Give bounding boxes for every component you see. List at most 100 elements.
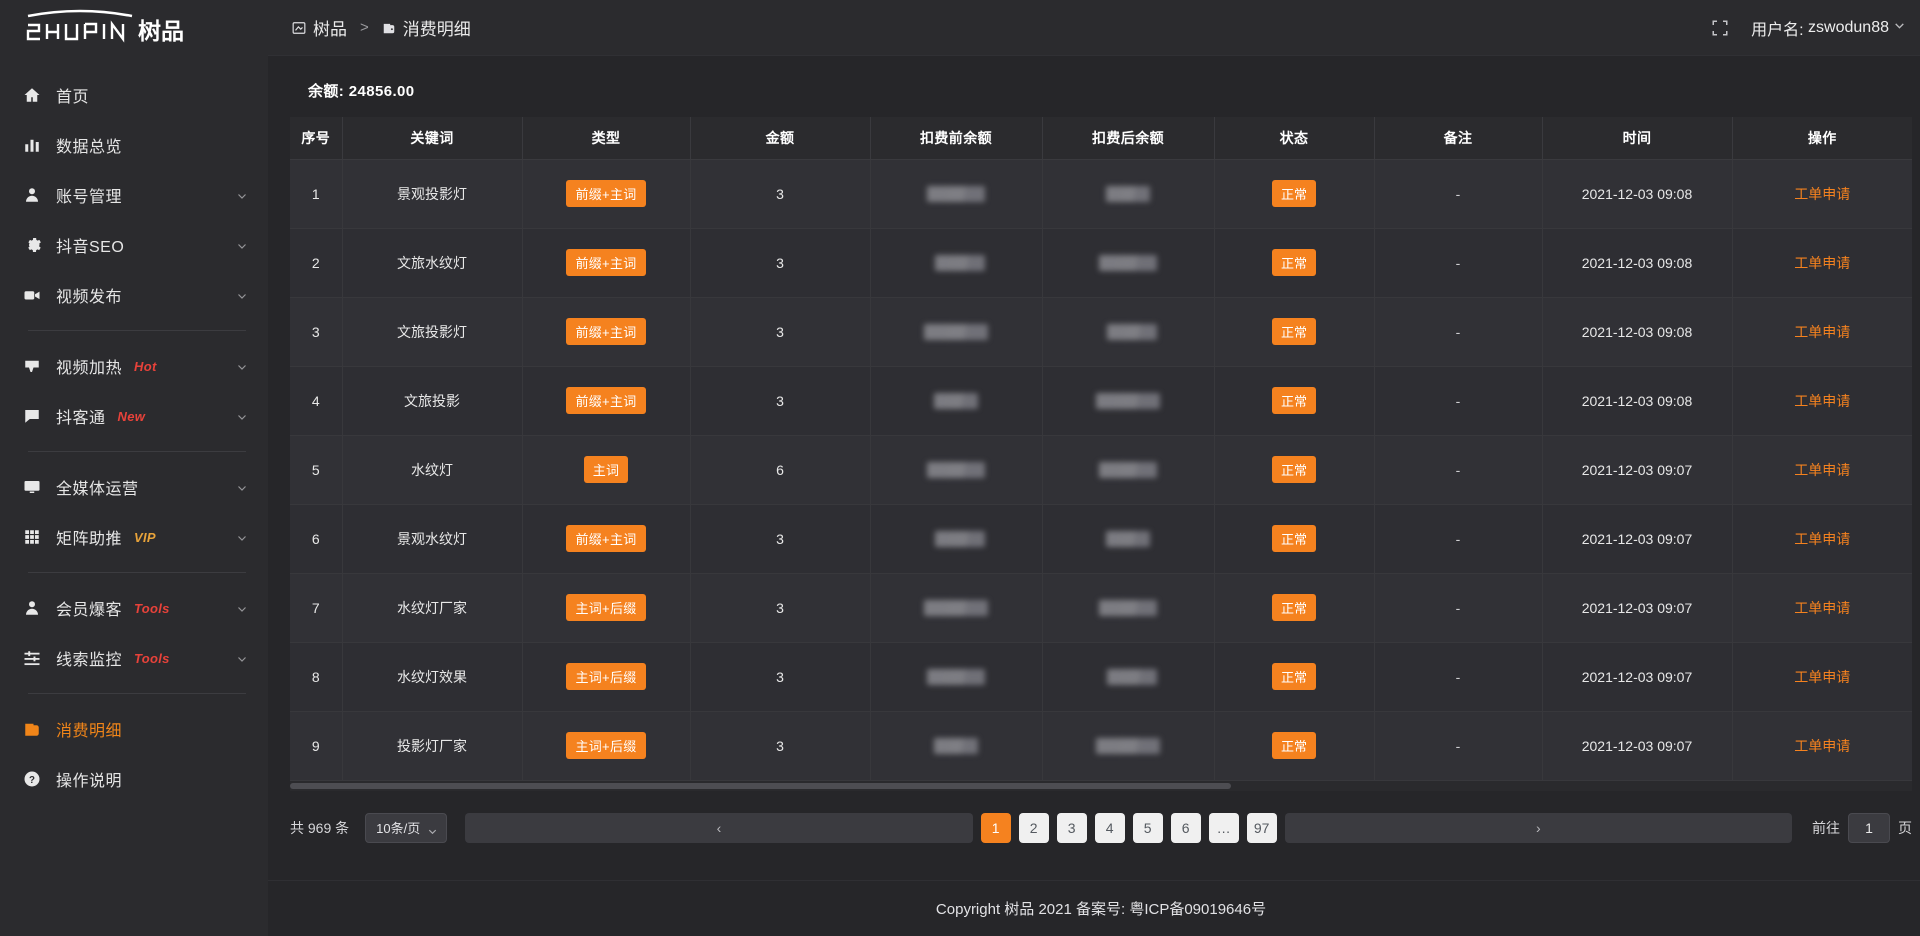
- pagination-page-1[interactable]: 1: [980, 812, 1011, 843]
- pagination-page-6[interactable]: 6: [1170, 812, 1201, 843]
- col-balance-before: 扣费前余额: [870, 117, 1043, 160]
- redacted-value: [1107, 324, 1157, 341]
- work-order-link[interactable]: 工单申请: [1794, 323, 1851, 340]
- work-order-link[interactable]: 工单申请: [1794, 392, 1851, 409]
- cell-status: 正常: [1214, 504, 1375, 574]
- goto-page-input[interactable]: [1848, 812, 1890, 843]
- redacted-value: [1106, 531, 1150, 548]
- table-row: 2 文旅水纹灯 前缀+主词 3 正常 -2021-12-03 09:08 工单申请: [290, 228, 1912, 298]
- redacted-value: [1107, 669, 1157, 686]
- cell-balance-after: [1042, 573, 1215, 643]
- work-order-link[interactable]: 工单申请: [1794, 668, 1851, 685]
- cell-remark: -: [1374, 366, 1543, 436]
- pagination-page-…[interactable]: …: [1208, 812, 1239, 843]
- topbar-right: 用户名: zswodun88: [1711, 16, 1906, 40]
- breadcrumb-current-label: 消费明细: [402, 20, 471, 39]
- sidebar-item-douyin-seo[interactable]: 抖音SEO: [0, 220, 268, 270]
- pagination-page-97[interactable]: 97: [1246, 812, 1277, 843]
- sidebar-item-lead-monitor[interactable]: 线索监控 Tools: [0, 633, 268, 683]
- cell-time: 2021-12-03 09:07: [1542, 504, 1733, 574]
- pagination-page-4[interactable]: 4: [1094, 812, 1125, 843]
- sidebar-divider: [28, 693, 246, 694]
- sidebar-divider: [28, 330, 246, 331]
- sidebar-item-douketong[interactable]: 抖客通 New: [0, 391, 268, 441]
- pagination-prev[interactable]: ‹: [465, 812, 973, 843]
- cell-index: 9: [290, 711, 343, 781]
- status-badge: 正常: [1271, 180, 1316, 207]
- col-keyword: 关键词: [342, 117, 523, 160]
- sidebar-divider: [28, 451, 246, 452]
- wallet-icon: [382, 21, 396, 35]
- chevron-down-icon: [236, 189, 248, 201]
- redacted-value: [1099, 255, 1157, 272]
- cell-amount: 3: [690, 504, 871, 574]
- sidebar-item-consumption-detail[interactable]: 消费明细: [0, 704, 268, 754]
- sidebar-item-member-leads[interactable]: 会员爆客 Tools: [0, 583, 268, 633]
- chevron-down-icon: [236, 602, 248, 614]
- pagination-page-5[interactable]: 5: [1132, 812, 1163, 843]
- page-size-select[interactable]: 10条/页: [365, 812, 448, 843]
- cell-keyword: 景观水纹灯: [342, 504, 523, 574]
- chevron-down-icon: [427, 825, 438, 840]
- sidebar-item-label: 消费明细: [56, 723, 123, 740]
- redacted-value: [935, 531, 985, 548]
- cell-action: 工单申请: [1732, 228, 1912, 298]
- work-order-link[interactable]: 工单申请: [1794, 599, 1851, 616]
- table-row: 6 景观水纹灯 前缀+主词 3 正常 -2021-12-03 09:07 工单申请: [290, 504, 1912, 574]
- breadcrumb-current[interactable]: 消费明细: [382, 15, 471, 40]
- work-order-link[interactable]: 工单申请: [1794, 737, 1851, 754]
- col-amount: 金额: [690, 117, 871, 160]
- video-icon: [22, 285, 42, 305]
- table-horizontal-scrollbar[interactable]: [290, 780, 1912, 791]
- redacted-value: [924, 600, 988, 617]
- cell-action: 工单申请: [1732, 573, 1912, 643]
- app-square-icon: [292, 21, 306, 35]
- work-order-link[interactable]: 工单申请: [1794, 461, 1851, 478]
- sidebar-item-account-management[interactable]: 账号管理: [0, 170, 268, 220]
- scrollbar-thumb[interactable]: [290, 782, 1231, 789]
- sidebar-item-video-publish[interactable]: 视频发布: [0, 270, 268, 320]
- cell-balance-before: [870, 366, 1043, 436]
- sidebar-item-label: 视频加热: [56, 360, 123, 377]
- sidebar-item-matrix-boost[interactable]: 矩阵助推 VIP: [0, 512, 268, 562]
- cell-time: 2021-12-03 09:07: [1542, 573, 1733, 643]
- cell-index: 4: [290, 366, 343, 436]
- cell-time: 2021-12-03 09:08: [1542, 366, 1733, 436]
- pagination-next[interactable]: ›: [1284, 812, 1792, 843]
- col-time: 时间: [1542, 117, 1733, 160]
- table-row: 7 水纹灯厂家 主词+后缀 3 正常 -2021-12-03 09:07 工单申请: [290, 573, 1912, 643]
- user-menu[interactable]: 用户名: zswodun88: [1751, 16, 1906, 40]
- sidebar-badge-vip: VIP: [134, 529, 156, 545]
- chevron-down-icon: [236, 239, 248, 251]
- work-order-link[interactable]: 工单申请: [1794, 254, 1851, 271]
- question-icon: ?: [22, 769, 42, 789]
- work-order-link[interactable]: 工单申请: [1794, 185, 1851, 202]
- sidebar-item-label: 抖音SEO: [56, 239, 125, 256]
- breadcrumb-root[interactable]: 树品: [292, 15, 347, 40]
- col-balance-after: 扣费后余额: [1042, 117, 1215, 160]
- fullscreen-icon[interactable]: [1711, 19, 1729, 37]
- chevron-down-icon: [236, 410, 248, 422]
- sidebar-item-data-overview[interactable]: 数据总览: [0, 120, 268, 170]
- type-badge: 前缀+主词: [566, 249, 646, 276]
- cell-balance-before: [870, 228, 1043, 298]
- gear-icon: [22, 235, 42, 255]
- pagination-page-3[interactable]: 3: [1056, 812, 1087, 843]
- status-badge: 正常: [1271, 249, 1316, 276]
- pagination-page-2[interactable]: 2: [1018, 812, 1049, 843]
- cell-keyword: 文旅水纹灯: [342, 228, 523, 298]
- sidebar-item-video-boost[interactable]: 视频加热 Hot: [0, 341, 268, 391]
- status-badge: 正常: [1271, 387, 1316, 414]
- brand-logo[interactable]: 树品: [0, 0, 268, 56]
- topbar: 树品 > 消费明细 用户名: zswodun88: [268, 0, 1920, 56]
- type-badge: 前缀+主词: [566, 525, 646, 552]
- sidebar-item-home[interactable]: 首页: [0, 70, 268, 120]
- cell-amount: 3: [690, 297, 871, 367]
- cell-action: 工单申请: [1732, 642, 1912, 712]
- sidebar-divider: [28, 572, 246, 573]
- work-order-link[interactable]: 工单申请: [1794, 530, 1851, 547]
- sidebar-item-omnimedia-ops[interactable]: 全媒体运营: [0, 462, 268, 512]
- megaphone-icon: [22, 356, 42, 376]
- redacted-value: [924, 324, 988, 341]
- sidebar-item-operation-guide[interactable]: ? 操作说明: [0, 754, 268, 804]
